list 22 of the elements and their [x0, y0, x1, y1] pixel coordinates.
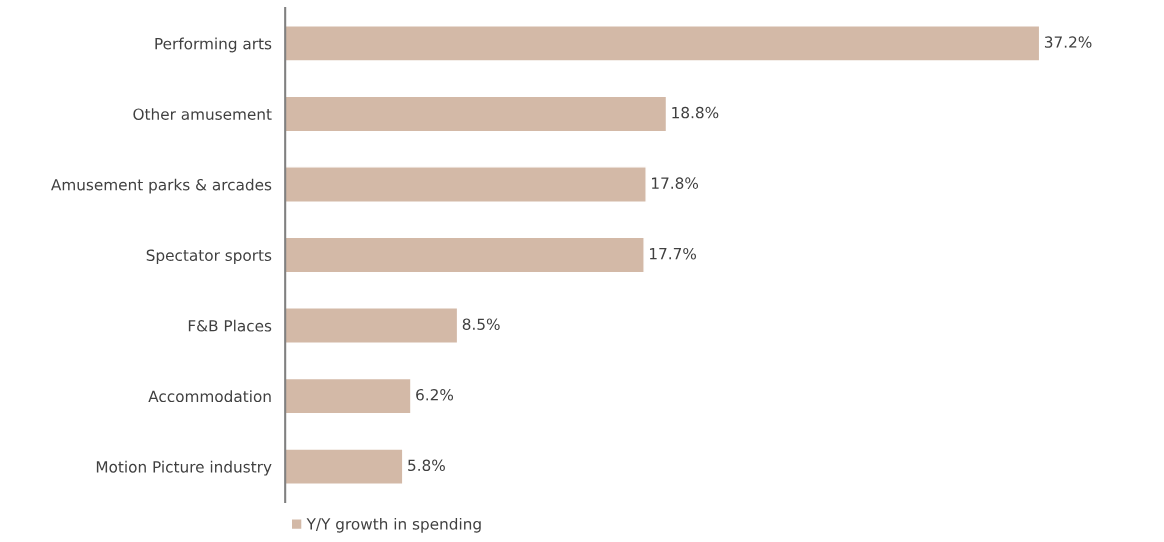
y-tick-label: Amusement parks & arcades	[51, 178, 272, 194]
data-label: 18.8%	[672, 106, 719, 119]
bar	[285, 166, 647, 203]
data-label: 17.8%	[652, 177, 699, 189]
y-tick-label: Motion Picture industry	[96, 460, 272, 476]
data-label: 6.2%	[416, 388, 454, 401]
data-label: 17.7%	[649, 247, 697, 260]
y-tick-label: Performing arts	[155, 37, 272, 53]
legend-label: Y/Y growth in spending	[306, 517, 481, 533]
y-tick-label: F&B Places	[188, 319, 272, 332]
y-tick-label: Spectator sports	[146, 249, 272, 264]
bar	[285, 25, 1041, 62]
data-label: 8.5%	[462, 318, 500, 330]
bar	[285, 448, 404, 485]
bar	[285, 377, 412, 415]
bar	[285, 236, 645, 274]
data-label: 37.2%	[1044, 36, 1092, 48]
bar	[285, 95, 668, 133]
y-tick-label: Accommodation	[148, 390, 271, 403]
bar	[285, 307, 459, 344]
y-tick-label: Other amusement	[133, 108, 272, 120]
data-label: 5.8%	[408, 459, 445, 472]
